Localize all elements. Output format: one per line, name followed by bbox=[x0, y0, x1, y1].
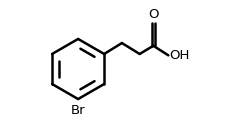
Text: OH: OH bbox=[168, 49, 189, 62]
Text: O: O bbox=[147, 8, 158, 21]
Text: Br: Br bbox=[71, 104, 85, 117]
